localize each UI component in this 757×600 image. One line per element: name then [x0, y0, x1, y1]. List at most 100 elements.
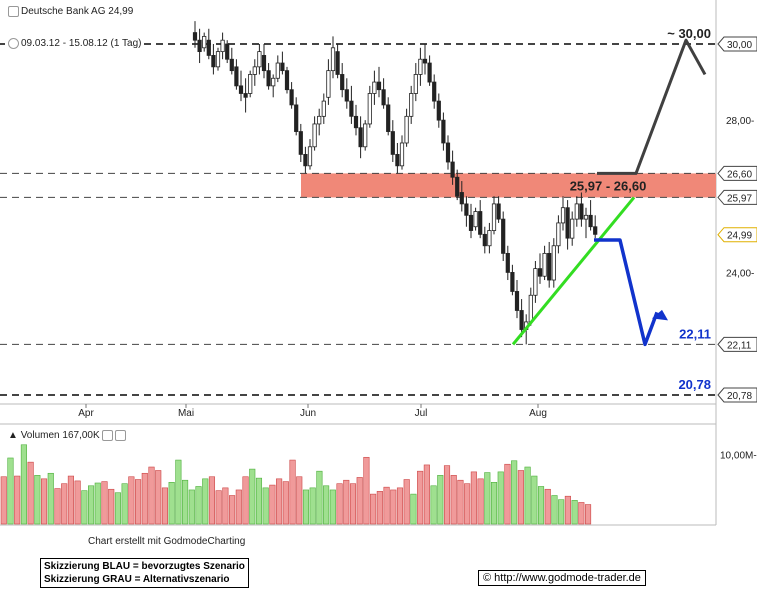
candle-body-29 [326, 70, 331, 98]
y-tick-2: 24,00- [726, 268, 754, 279]
candle-body-28 [321, 100, 326, 117]
candle-69 [510, 264, 515, 296]
candle-body-33 [344, 89, 349, 102]
candle-40 [376, 66, 382, 98]
candle-77 [547, 241, 552, 288]
candle-21 [289, 82, 294, 109]
candle-57 [455, 169, 460, 201]
volume-close-icon[interactable] [115, 430, 127, 441]
candle-body-82 [570, 218, 575, 239]
candle-body-83 [574, 203, 579, 220]
candle-28 [321, 93, 326, 124]
volume-bar-7 [47, 472, 54, 525]
scenario-legend: Skizzierung BLAU = bevorzugtes Szenario … [40, 558, 249, 588]
candle-body-30 [330, 47, 336, 72]
candle-26 [312, 116, 317, 151]
volume-bar-71 [477, 478, 484, 525]
candle-56 [450, 150, 455, 185]
price-axis: 30,00 26,60 25,97 22,11 20,78 24,99 28,00- 24,0… [717, 36, 757, 403]
candle-79 [556, 215, 561, 254]
volume-bar-54 [363, 456, 370, 525]
candle-body-44 [395, 154, 400, 167]
volume-bar-36 [242, 476, 249, 525]
volume-bar-79 [531, 475, 538, 525]
volume-bar-33 [222, 487, 229, 525]
candle-body-43 [390, 131, 395, 155]
volume-bar-42 [282, 481, 289, 525]
candle-body-78 [551, 245, 556, 281]
volume-bar-2 [14, 475, 21, 525]
candle-38 [367, 85, 372, 128]
candle-80 [560, 196, 566, 231]
candle-body-36 [358, 127, 363, 148]
volume-bar-49 [329, 489, 336, 525]
candle-body-76 [542, 252, 547, 277]
candle-63 [482, 226, 487, 254]
source-url[interactable]: http://www.godmode-trader.de [494, 572, 641, 584]
candle-body-21 [289, 89, 294, 106]
volume-bar-63 [423, 464, 430, 525]
axis-label-0: 30,00 [717, 36, 757, 52]
candle-body-42 [386, 104, 391, 132]
volume-bar-56 [376, 491, 383, 525]
candle-body-41 [381, 89, 386, 106]
candle-body-8 [229, 58, 234, 72]
candle-body-51 [427, 62, 432, 83]
candle-18 [275, 55, 280, 83]
volume-bar-11 [74, 480, 81, 525]
candle-25 [307, 139, 313, 170]
volume-bar-41 [276, 478, 283, 525]
candle-body-34 [349, 100, 354, 117]
candle-body-45 [399, 142, 405, 167]
candle-7 [225, 40, 230, 64]
candle-body-17 [271, 77, 276, 87]
volume-bar-40 [269, 484, 276, 525]
candle-body-25 [307, 146, 313, 167]
candle-20 [284, 66, 290, 94]
candle-body-74 [533, 268, 538, 296]
candle-body-5 [215, 51, 221, 68]
candle-17 [271, 74, 276, 98]
grey-scenario-path [597, 38, 707, 175]
legend-blue-scenario: Skizzierung BLAU = bevorzugtes Szenario [44, 561, 245, 572]
candle-1 [197, 28, 202, 64]
candle-body-73 [528, 294, 533, 323]
volume-bar-83 [558, 499, 565, 525]
source-link-box[interactable]: © http://www.godmode-trader.de [478, 570, 646, 586]
period-toggle-icon[interactable] [8, 38, 19, 49]
candle-33 [344, 78, 349, 109]
volume-settings-icon[interactable] [102, 430, 114, 441]
volume-bar-60 [403, 479, 410, 525]
candle-body-80 [560, 207, 566, 224]
candle-body-75 [537, 268, 543, 277]
instrument-header: Deutsche Bank AG 24,99 [5, 6, 137, 18]
resistance-zone [301, 173, 716, 198]
candle-60 [468, 203, 474, 239]
candle-body-9 [234, 66, 239, 87]
candle-83 [574, 196, 579, 227]
collapse-toggle-icon[interactable] [8, 6, 19, 17]
candle-body-20 [284, 70, 290, 91]
candle-body-87 [593, 226, 598, 235]
candle-body-15 [261, 55, 267, 72]
volume-label: Volumen 167,00K [20, 430, 100, 442]
candle-46 [404, 108, 409, 147]
candle-76 [542, 245, 547, 281]
candle-85 [583, 207, 589, 239]
axis-label-text-3: 22,11 [727, 340, 752, 351]
volume-bar-69 [464, 483, 471, 525]
candle-30 [330, 36, 336, 79]
volume-bar-8 [54, 488, 61, 525]
axis-label-1: 26,60 [717, 165, 757, 181]
axis-label-frame-1 [717, 165, 757, 181]
volume-header: ▲ Volumen 167,00K [5, 430, 132, 442]
volume-bar-28 [188, 489, 195, 525]
volume-bar-72 [484, 472, 491, 525]
candle-47 [409, 85, 414, 124]
candle-body-26 [312, 123, 317, 148]
candle-71 [519, 299, 524, 338]
volume-bar-48 [323, 485, 330, 525]
candle-67 [501, 211, 506, 261]
volume-bar-76 [511, 460, 518, 525]
